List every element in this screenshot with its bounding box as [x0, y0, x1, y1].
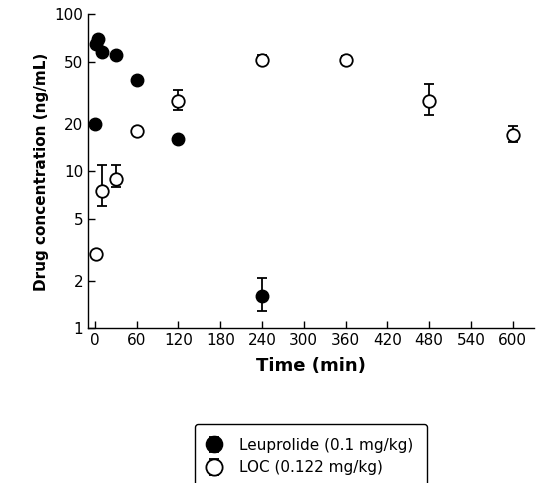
- Legend: Leuprolide (0.1 mg/kg), LOC (0.122 mg/kg): Leuprolide (0.1 mg/kg), LOC (0.122 mg/kg…: [195, 424, 427, 483]
- X-axis label: Time (min): Time (min): [256, 356, 366, 375]
- Y-axis label: Drug concentration (ng/mL): Drug concentration (ng/mL): [34, 52, 49, 291]
